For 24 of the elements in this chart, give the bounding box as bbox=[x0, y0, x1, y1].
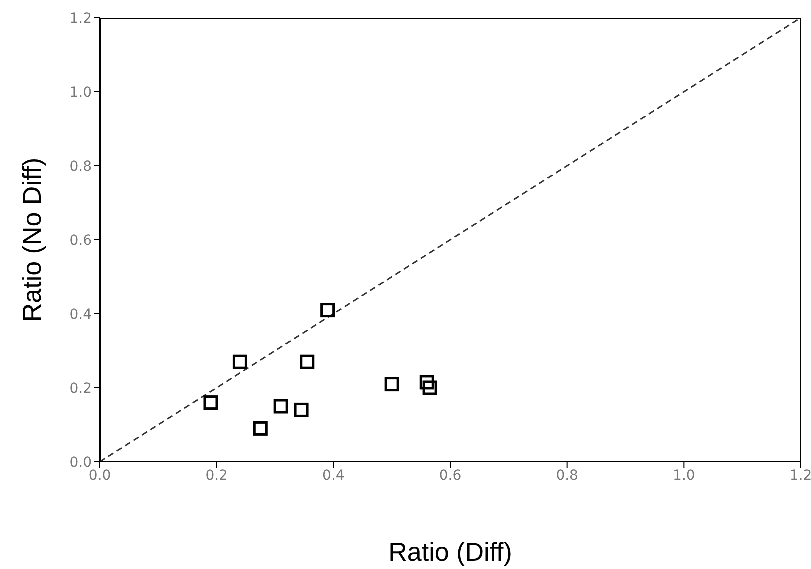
x-tick-label: 0.8 bbox=[556, 468, 578, 484]
x-tick-label: 1.2 bbox=[790, 468, 811, 484]
y-tick-label: 0.8 bbox=[70, 158, 92, 175]
point bbox=[300, 354, 315, 370]
y-tick-label: 0.6 bbox=[70, 232, 92, 249]
y-tick-label: 1.2 bbox=[70, 10, 92, 27]
x-tick-label: 0.2 bbox=[206, 468, 228, 484]
point bbox=[294, 402, 309, 418]
point bbox=[420, 375, 434, 390]
point bbox=[232, 354, 248, 370]
point bbox=[384, 377, 400, 392]
y-tick-label: 0.2 bbox=[70, 380, 92, 397]
point bbox=[274, 399, 288, 414]
y-axis-title: Ratio (No Diff) bbox=[17, 158, 48, 322]
point bbox=[320, 303, 336, 318]
y-tick-label: 1.0 bbox=[70, 84, 92, 101]
x-axis-title: Ratio (Diff) bbox=[388, 537, 512, 567]
point bbox=[204, 396, 218, 410]
x-tick-label: 0.4 bbox=[322, 468, 345, 484]
y-tick-label: 0.4 bbox=[70, 306, 92, 323]
x-tick-label: 1.0 bbox=[673, 468, 696, 484]
point bbox=[422, 380, 438, 396]
point bbox=[253, 421, 268, 436]
x-tick-label: 0.6 bbox=[439, 468, 462, 484]
